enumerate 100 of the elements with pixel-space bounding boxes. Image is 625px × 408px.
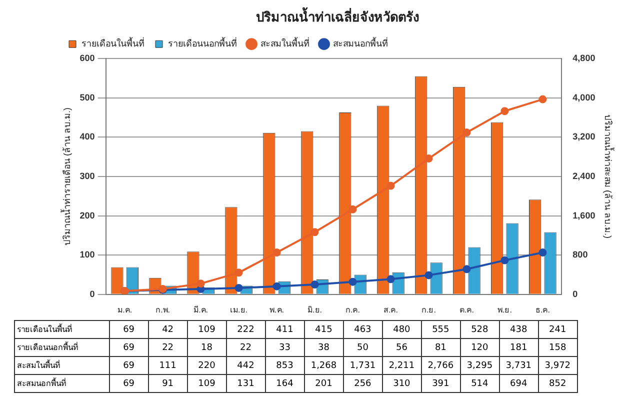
- y-tick-label: 600: [80, 53, 95, 64]
- data-label: 514: [460, 374, 500, 392]
- data-label: 463: [343, 320, 382, 338]
- data-label: 241: [538, 320, 578, 338]
- y2-tick-label: 0: [572, 288, 578, 299]
- point: [310, 280, 319, 289]
- data-label: 181: [499, 338, 538, 356]
- data-label: 164: [265, 374, 304, 392]
- x-tick-label: พ.ค.: [270, 305, 284, 314]
- data-label: 391: [421, 374, 460, 392]
- data-label: 120: [460, 338, 500, 356]
- y-tick-label: 500: [80, 92, 95, 102]
- y-tick-label: 100: [80, 250, 95, 260]
- data-label: 2,766: [421, 356, 460, 374]
- point: [538, 248, 547, 257]
- point: [348, 278, 357, 286]
- text: รายเดือนในพื้นที่: [16, 325, 72, 334]
- data-label: 18: [187, 338, 226, 356]
- point: [348, 205, 357, 214]
- y2-tick-label: 800: [572, 250, 588, 260]
- point: [234, 268, 243, 277]
- data-label: 131: [226, 374, 266, 392]
- data-label: 69: [109, 356, 148, 374]
- y-axis-title: ปริมาณน้ำท่ารายเดือน (ล้าน ลบ.ม.): [60, 108, 72, 246]
- data-label: 109: [187, 374, 226, 392]
- legend-label: รายเดือนในพื้นที่: [82, 36, 144, 49]
- point: [310, 228, 319, 236]
- point: [538, 95, 547, 104]
- data-label: 42: [148, 320, 188, 338]
- y2-tick-label: 4,800: [572, 53, 596, 64]
- y2-axis-title: ปริมาณน้ำท่าสะสม (ล้าน ลบ.ม.): [603, 114, 616, 238]
- data-label: 91: [148, 374, 188, 392]
- data-label: 38: [304, 338, 344, 356]
- point: [462, 128, 471, 137]
- data-label: 56: [382, 338, 422, 356]
- point: [386, 275, 395, 284]
- data-label: 158: [538, 338, 578, 356]
- point: [196, 280, 205, 288]
- data-label: 22: [226, 338, 266, 356]
- data-label: 438: [499, 320, 538, 338]
- y-tick-label: 0: [90, 288, 95, 299]
- legend-label: สะสมในพื้นที่: [260, 36, 310, 49]
- chart-title: ปริมาณน้ำท่าเฉลี่ยจังหวัดตรัง: [256, 6, 419, 24]
- data-label: 69: [109, 374, 148, 392]
- point: [500, 256, 509, 264]
- point: [424, 271, 433, 280]
- data-label: 3,972: [538, 356, 578, 374]
- data-label: 480: [382, 320, 422, 338]
- data-label: 2,211: [382, 356, 422, 374]
- y2-tick-label: 3,200: [572, 132, 596, 142]
- y2-tick-label: 2,400: [572, 170, 596, 181]
- legend-label: สะสมนอกพื้นที่: [333, 36, 388, 49]
- point: [272, 282, 281, 290]
- data-label: 69: [109, 338, 148, 356]
- data-label: 694: [499, 374, 538, 392]
- text: สะสมในพื้นที่: [16, 361, 60, 370]
- data-label: 411: [265, 320, 304, 338]
- text: สะสมนอกพื้นที่: [16, 379, 66, 388]
- data-label: 852: [538, 374, 578, 392]
- x-tick-label: ส.ค.: [384, 305, 398, 314]
- data-label: 3,731: [499, 356, 538, 374]
- data-label: 220: [187, 356, 226, 374]
- x-tick-label: ก.ย.: [421, 305, 436, 314]
- y2-tick-label: 1,600: [572, 210, 596, 220]
- y-tick-label: 200: [80, 210, 95, 220]
- point: [272, 248, 281, 256]
- y-tick-label: 300: [80, 170, 95, 181]
- text: รายเดือนนอกพื้นที่: [16, 343, 78, 352]
- data-label: 201: [304, 374, 344, 392]
- x-tick-label: ม.ค.: [118, 305, 132, 314]
- x-tick-label: ต.ค.: [459, 305, 474, 314]
- data-label: 1,731: [343, 356, 382, 374]
- data-label: 111: [148, 356, 188, 374]
- y2-tick-label: 4,000: [572, 92, 596, 102]
- data-label: 33: [265, 338, 304, 356]
- data-label: 555: [421, 320, 460, 338]
- data-label: 81: [421, 338, 460, 356]
- x-tick-label: ก.ค.: [346, 305, 360, 314]
- x-tick-label: ธ.ค.: [535, 305, 550, 314]
- data-label: 528: [460, 320, 500, 338]
- y-tick-label: 400: [80, 132, 95, 142]
- point: [234, 284, 243, 292]
- data-label: 222: [226, 320, 266, 338]
- data-label: 109: [187, 320, 226, 338]
- x-tick-label: มิ.ย.: [308, 305, 322, 314]
- point: [462, 265, 471, 274]
- x-tick-label: ก.พ.: [156, 305, 170, 314]
- x-tick-label: เม.ย.: [230, 305, 248, 314]
- data-label: 256: [343, 374, 382, 392]
- data-label: 3,295: [460, 356, 500, 374]
- data-label: 442: [226, 356, 266, 374]
- data-label: 310: [382, 374, 422, 392]
- point: [424, 154, 433, 163]
- x-tick-label: พ.ย.: [497, 305, 512, 314]
- data-label: 853: [265, 356, 304, 374]
- data-label: 415: [304, 320, 344, 338]
- data-label: 1,268: [304, 356, 344, 374]
- x-tick-label: มี.ค.: [194, 305, 208, 314]
- data-label: 50: [343, 338, 382, 356]
- data-label: 69: [109, 320, 148, 338]
